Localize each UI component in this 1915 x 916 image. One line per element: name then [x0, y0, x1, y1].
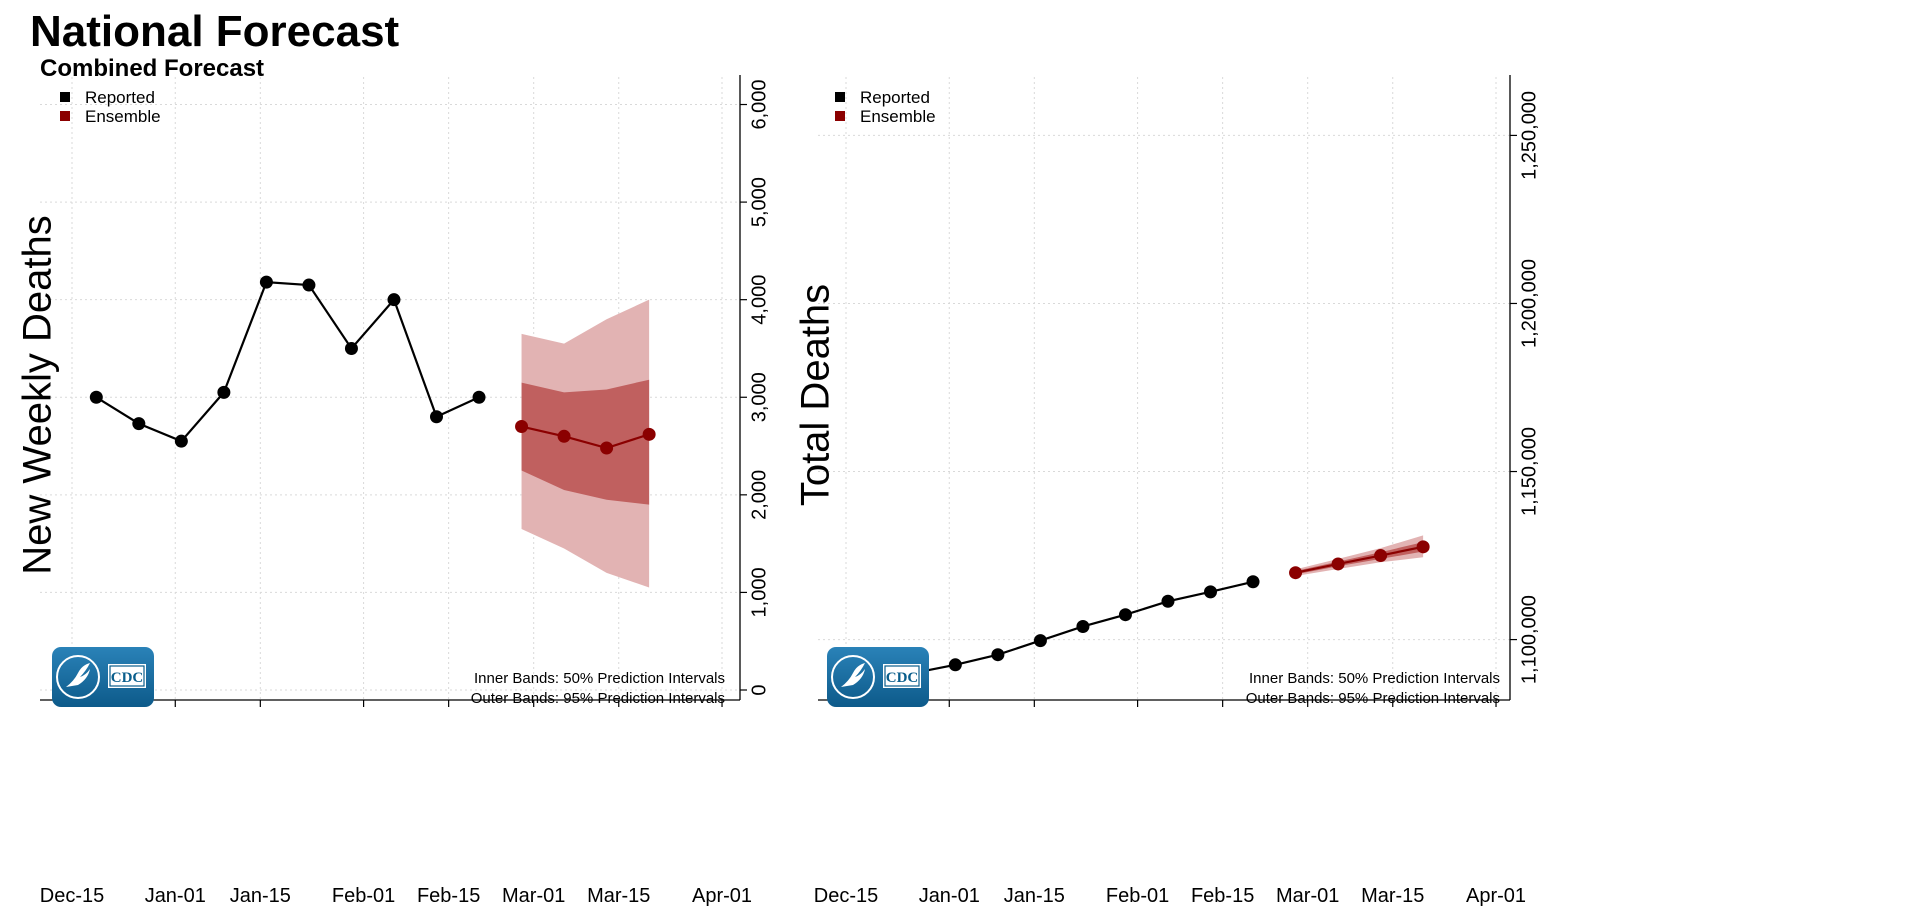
cdc-logo-text: CDC	[886, 670, 919, 686]
legend-swatch-ensemble	[60, 111, 70, 121]
reported-point	[472, 390, 486, 404]
ensemble-line	[1295, 545, 1424, 574]
reported-point	[1204, 585, 1217, 599]
legend-swatch-ensemble	[835, 111, 845, 121]
reported-point	[1033, 634, 1047, 648]
y-tick-label: 3,000	[748, 372, 770, 422]
reported-point	[259, 275, 273, 289]
x-tick-label: Mar-01	[1276, 885, 1339, 907]
legend-label-ensemble: Ensemble	[85, 107, 161, 126]
cdc-mark-box	[108, 664, 146, 688]
reported-point	[174, 434, 188, 448]
page-title: National Forecast	[30, 7, 400, 56]
ensemble-point	[1331, 557, 1345, 571]
ensemble-point	[1374, 549, 1388, 563]
legend-label-reported: Reported	[860, 88, 930, 107]
ensemble-line	[521, 425, 650, 450]
x-tick-label: Feb-15	[417, 885, 480, 907]
cdc-logo: CDC	[52, 647, 154, 707]
legend-swatch-reported	[835, 92, 845, 102]
x-tick-label: Feb-01	[1106, 885, 1169, 907]
reported-line	[870, 580, 1254, 685]
y-tick-label: 1,000	[748, 567, 770, 617]
y-tick-label: 1,150,000	[1518, 427, 1540, 516]
reported-point	[1161, 594, 1175, 608]
reported-line	[95, 280, 480, 443]
y-tick-label: 1,250,000	[1518, 91, 1540, 180]
x-tick-label: Dec-15	[814, 885, 878, 907]
hhs-eagle-icon	[66, 663, 90, 687]
ensemble-point	[642, 427, 656, 441]
reported-point	[89, 390, 103, 404]
y-tick-label: 4,000	[748, 275, 770, 325]
x-tick-label: Jan-01	[145, 885, 206, 907]
x-tick-label: Mar-15	[1361, 885, 1424, 907]
band-note: Outer Bands: 95% Prediction Intervals	[1246, 690, 1500, 707]
reported-point	[1246, 575, 1260, 589]
reported-point	[1118, 608, 1132, 622]
reported-point	[991, 648, 1005, 662]
reported-point	[1076, 619, 1090, 633]
x-tick-label: Jan-15	[230, 885, 291, 907]
band-note: Inner Bands: 50% Prediction Intervals	[1249, 670, 1500, 687]
y-axis-title: Total Deaths	[794, 284, 838, 506]
x-tick-label: Mar-01	[502, 885, 565, 907]
x-tick-label: Jan-01	[919, 885, 980, 907]
reported-point	[132, 417, 146, 431]
ensemble-point	[557, 429, 571, 443]
legend-label-ensemble: Ensemble	[860, 107, 936, 126]
band-note: Inner Bands: 50% Prediction Intervals	[474, 670, 725, 687]
reported-point	[387, 293, 401, 307]
band-note: Outer Bands: 95% Prediction Intervals	[471, 690, 725, 707]
reported-point	[344, 341, 358, 355]
y-tick-label: 5,000	[748, 177, 770, 227]
reported-point	[430, 410, 443, 424]
ensemble-point	[515, 420, 529, 434]
y-tick-label: 1,100,000	[1518, 595, 1540, 684]
hhs-seal-icon	[831, 655, 875, 699]
y-tick-label: 6,000	[748, 79, 770, 129]
ensemble-point	[1416, 540, 1430, 554]
ensemble-point	[1289, 566, 1303, 580]
x-tick-label: Apr-01	[692, 885, 752, 907]
y-tick-label: 2,000	[748, 470, 770, 520]
x-tick-label: Mar-15	[587, 885, 650, 907]
y-axis-title: New Weekly Deaths	[16, 215, 60, 574]
y-tick-label: 1,200,000	[1518, 259, 1540, 348]
cdc-mark-box	[883, 664, 921, 688]
x-tick-label: Apr-01	[1466, 885, 1526, 907]
reported-point	[302, 278, 316, 292]
hhs-eagle-icon	[841, 663, 865, 687]
cdc-logo-bg	[52, 647, 154, 707]
y-tick-label: 0	[748, 684, 770, 695]
x-tick-label: Feb-01	[332, 885, 395, 907]
ensemble-point	[600, 441, 614, 455]
reported-point	[217, 385, 231, 399]
cdc-logo-text: CDC	[111, 670, 144, 686]
x-tick-label: Dec-15	[40, 885, 104, 907]
cdc-mark-border	[884, 665, 920, 687]
hhs-seal-icon	[56, 655, 100, 699]
legend-label-reported: Reported	[85, 88, 155, 107]
cdc-mark-border	[109, 665, 145, 687]
legend-swatch-reported	[60, 92, 70, 102]
x-tick-label: Jan-15	[1004, 885, 1065, 907]
x-tick-label: Feb-15	[1191, 885, 1254, 907]
page-subtitle: Combined Forecast	[40, 55, 265, 82]
cdc-logo: CDC	[827, 647, 929, 707]
reported-point	[948, 658, 962, 672]
cdc-logo-bg	[827, 647, 929, 707]
